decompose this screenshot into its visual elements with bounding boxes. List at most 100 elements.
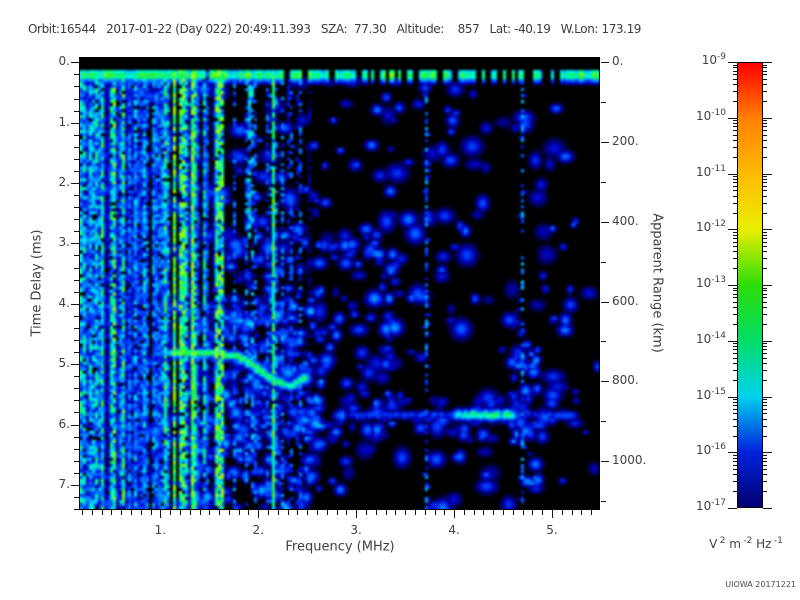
y-right-major-tick [601,301,609,303]
colorbar-minor-tick [763,212,767,214]
y-left-minor-tick [74,315,79,317]
y-right-minor-tick [601,181,606,183]
colorbar-minor-tick [763,454,767,456]
x-minor-tick [91,510,93,515]
y-right-minor-tick [601,101,606,103]
x-tick-label: 2. [252,523,264,537]
colorbar-minor-tick [763,435,767,437]
y-left-minor-tick [74,207,79,209]
colorbar-minor-tick [763,64,767,66]
y-right-tick-label: 800. [612,373,639,388]
y-right-tick-label: 1000. [612,453,647,468]
x-minor-tick [434,510,436,515]
x-minor-tick [591,510,593,515]
x-tick-label: 5. [546,523,558,537]
unit-base: V [709,537,720,551]
y-left-major-tick [71,62,79,64]
unit-base: Hz [752,537,774,551]
x-minor-tick [473,510,475,515]
y-left-minor-tick [74,340,79,341]
y-left-tick-label: 4. [58,295,70,310]
y-right-major-tick [601,461,609,463]
colorbar-minor-tick [763,234,767,236]
x-minor-tick [365,510,367,515]
colorbar-minor-tick [733,130,737,132]
colorbar-minor-tick [763,231,767,233]
colorbar-minor-tick [733,362,737,364]
y-right-tick-label: 600. [612,293,639,308]
x-major-tick [258,510,260,518]
colorbar-major-tick [763,117,772,119]
x-major-tick [552,510,553,518]
colorbar-tick-label: 10-10 [696,107,726,123]
colorbar-major-tick [728,508,737,509]
colorbar-minor-tick [763,346,767,348]
colorbar-minor-tick [763,185,767,187]
colorbar-minor-tick [763,84,767,86]
y-left-tick-label: 7. [58,476,70,491]
y-left-major-tick [71,183,79,184]
colorbar-minor-tick [763,408,767,410]
colorbar-minor-tick [733,246,737,247]
colorbar-minor-tick [733,202,737,204]
colorbar-minor-tick [733,74,737,76]
y-left-minor-tick [74,110,79,112]
x-minor-tick [101,510,103,515]
colorbar-minor-tick [763,70,767,72]
y-left-minor-tick [74,291,79,293]
colorbar-minor-tick [763,457,767,459]
x-major-tick [160,510,162,518]
x-minor-tick [561,510,563,515]
x-tick-label: 4. [448,523,460,537]
y-left-minor-tick [74,509,79,510]
x-minor-tick [130,510,132,515]
colorbar-minor-tick [763,353,767,355]
y-left-minor-tick [74,436,79,438]
y-left-major-tick [71,122,79,124]
y-left-minor-tick [74,146,79,148]
colorbar-tick-label: 10-13 [696,275,726,290]
x-minor-tick [228,510,230,515]
colorbar-major-tick [763,340,772,342]
unit-exponent: -1 [773,536,783,546]
y-left-tick-label: 0. [58,54,70,69]
colorbar-major-tick [763,173,772,175]
x-minor-tick [121,510,123,515]
colorbar-minor-tick [733,349,737,351]
colorbar-minor-tick [733,401,737,403]
colorbar-minor-tick [763,146,767,148]
x-tick-label: 3. [350,523,362,537]
colorbar-minor-tick [733,123,737,125]
colorbar-minor-tick [733,301,737,303]
x-minor-tick [424,510,426,515]
colorbar-minor-tick [763,413,767,415]
colorbar-minor-tick [763,399,767,401]
x-minor-tick [532,510,534,515]
colorbar-minor-tick [763,290,767,292]
x-minor-tick [199,510,201,515]
colorbar-minor-tick [763,297,767,299]
colorbar-minor-tick [763,464,767,466]
colorbar-minor-tick [733,195,737,197]
colorbar-minor-tick [733,287,737,289]
y-right-minor-tick [601,421,606,423]
x-minor-tick [385,510,387,515]
colorbar-minor-tick [763,139,767,141]
colorbar-minor-tick [763,241,767,243]
colorbar-minor-tick [733,237,737,239]
colorbar-minor-tick [763,307,767,309]
colorbar-minor-tick [763,123,767,125]
colorbar-minor-tick [763,357,767,359]
colorbar-minor-tick [733,346,737,348]
y-left-minor-tick [74,279,79,281]
colorbar-minor-tick [763,246,767,247]
colorbar-minor-tick [733,91,737,93]
colorbar-minor-tick [733,435,737,437]
x-minor-tick [414,510,416,515]
y-left-minor-tick [74,98,79,100]
colorbar-minor-tick [763,134,767,136]
y-left-minor-tick [74,86,79,88]
colorbar-major-tick [728,62,737,63]
y-left-major-tick [71,303,79,305]
colorbar-minor-tick [733,231,737,233]
